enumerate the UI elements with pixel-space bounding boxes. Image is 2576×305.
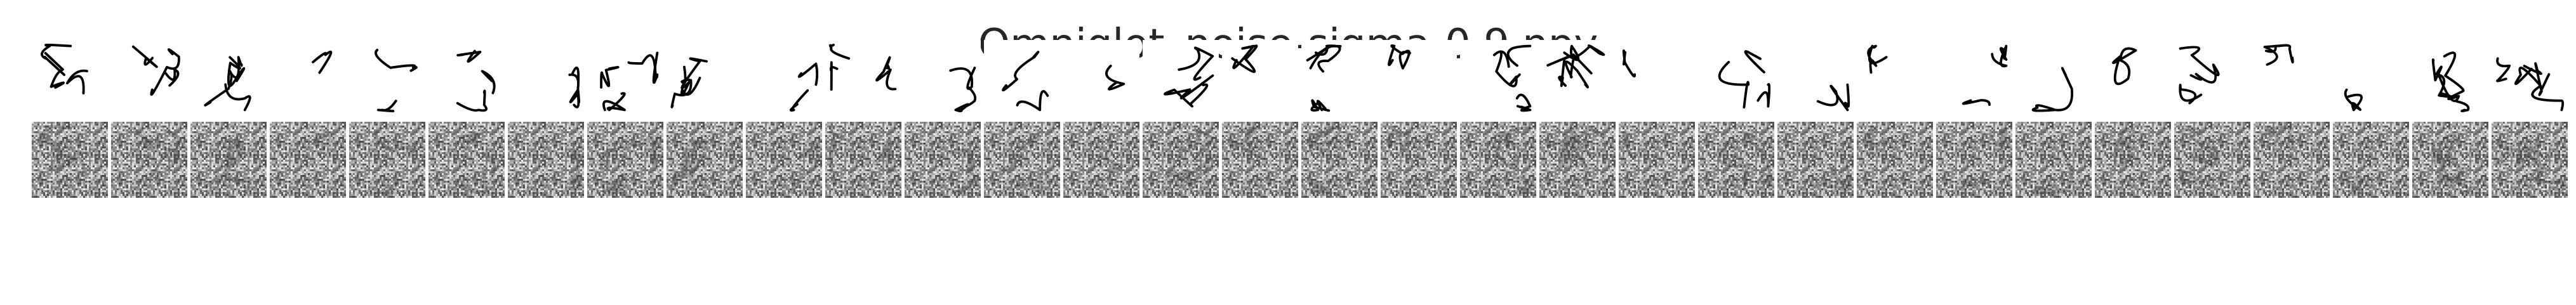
clean-character-image: [32, 40, 108, 116]
noisy-character-image: [1381, 122, 1457, 198]
noisy-character-image: [32, 122, 108, 198]
clean-character-image: [2095, 40, 2171, 116]
clean-character-image: [190, 40, 267, 116]
clean-character-image: [1381, 40, 1457, 116]
noisy-character-image: [428, 122, 505, 198]
clean-character-image: [587, 40, 663, 116]
noisy-character-image: [1936, 122, 2012, 198]
clean-character-image: [905, 40, 981, 116]
noisy-character-image: [1857, 122, 1933, 198]
noisy-character-image: [2412, 122, 2488, 198]
clean-character-image: [1857, 40, 1933, 116]
clean-character-image: [2412, 40, 2488, 116]
noisy-character-image: [2254, 122, 2330, 198]
clean-character-image: [349, 40, 425, 116]
noisy-character-image: [508, 122, 584, 198]
noisy-character-image: [984, 122, 1060, 198]
noisy-character-image: [1143, 122, 1219, 198]
noisy-character-image: [1619, 122, 1695, 198]
noisy-character-image: [2095, 122, 2171, 198]
clean-character-image: [508, 40, 584, 116]
noisy-character-image: [746, 122, 822, 198]
noisy-character-image: [2492, 122, 2568, 198]
clean-character-image: [825, 40, 901, 116]
noisy-character-image: [2174, 122, 2250, 198]
noisy-character-image: [349, 122, 425, 198]
noisy-character-image: [2015, 122, 2092, 198]
noisy-character-image: [667, 122, 743, 198]
noisy-character-image: [111, 122, 187, 198]
clean-character-image: [111, 40, 187, 116]
noisy-character-image: [1063, 122, 1139, 198]
noisy-character-image: [825, 122, 901, 198]
noisy-character-image: [190, 122, 267, 198]
clean-character-image: [1301, 40, 1378, 116]
clean-character-image: [1698, 40, 1774, 116]
noisy-character-image: [1777, 122, 1854, 198]
noisy-character-image: [1539, 122, 1616, 198]
clean-character-image: [2333, 40, 2409, 116]
clean-character-image: [2492, 40, 2568, 116]
noisy-character-image: [587, 122, 663, 198]
clean-character-image: [1777, 40, 1854, 116]
clean-character-image: [1936, 40, 2012, 116]
clean-character-image: [1063, 40, 1139, 116]
clean-character-image: [270, 40, 346, 116]
noisy-character-image: [905, 122, 981, 198]
clean-character-image: [1143, 40, 1219, 116]
noisy-character-image: [1301, 122, 1378, 198]
noisy-character-image: [1698, 122, 1774, 198]
clean-character-image: [428, 40, 505, 116]
clean-character-image: [2174, 40, 2250, 116]
clean-character-image: [746, 40, 822, 116]
clean-character-image: [2254, 40, 2330, 116]
clean-character-image: [2015, 40, 2092, 116]
clean-character-image: [1619, 40, 1695, 116]
clean-character-image: [984, 40, 1060, 116]
noisy-character-image: [1222, 122, 1298, 198]
clean-character-image: [667, 40, 743, 116]
clean-character-image: [1460, 40, 1536, 116]
clean-character-image: [1539, 40, 1616, 116]
noisy-character-image: [270, 122, 346, 198]
noisy-character-image: [2333, 122, 2409, 198]
noisy-character-image: [1460, 122, 1536, 198]
clean-character-image: [1222, 40, 1298, 116]
